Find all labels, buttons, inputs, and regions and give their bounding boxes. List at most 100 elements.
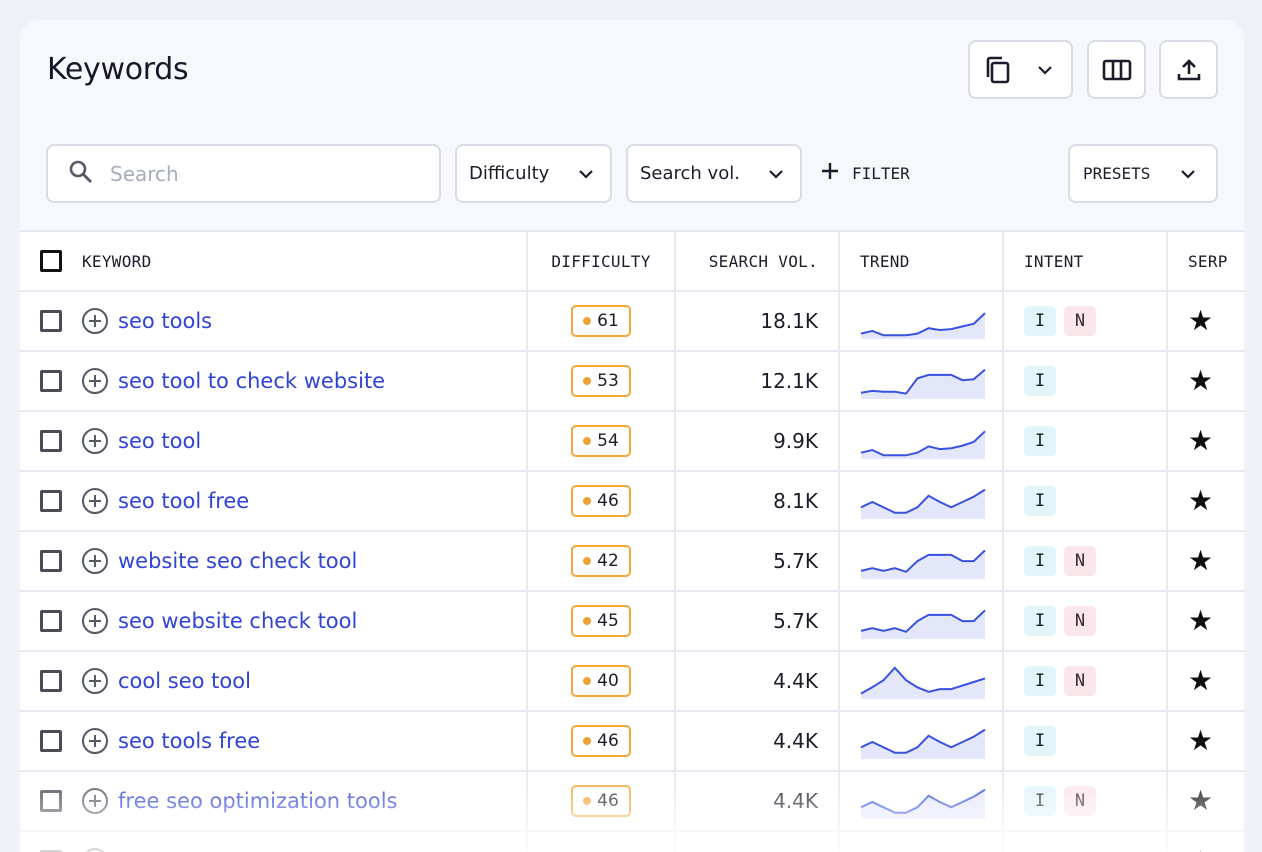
keyword-cell: free seo optimization tools <box>20 772 528 830</box>
serp-star-icon[interactable]: ★ <box>1188 604 1214 637</box>
row-checkbox[interactable] <box>40 370 62 392</box>
table-row[interactable]: seo tool 54 9.9K I ★ <box>20 410 1244 470</box>
keyword-column-header: KEYWORD <box>20 232 528 290</box>
search-input[interactable] <box>110 161 410 186</box>
table-row[interactable]: seo website check tool 45 5.7K I N ★ <box>20 590 1244 650</box>
add-keyword-icon[interactable] <box>82 668 108 694</box>
add-keyword-icon[interactable] <box>82 788 108 814</box>
copy-dropdown-button[interactable] <box>968 40 1073 99</box>
keyword-link[interactable]: website seo check tool <box>118 549 358 573</box>
table-row[interactable]: website seo check tool 42 5.7K I N ★ <box>20 530 1244 590</box>
trend-column-header[interactable]: TREND <box>840 232 1004 290</box>
intent-cell: I <box>1004 472 1168 530</box>
intent-navigational-badge: N <box>1064 666 1096 696</box>
keyword-link[interactable]: free seo optimization tools <box>118 789 398 813</box>
serp-star-icon[interactable]: ★ <box>1188 424 1214 457</box>
add-keyword-icon[interactable] <box>82 488 108 514</box>
intent-navigational-badge: N <box>1064 786 1096 816</box>
row-checkbox[interactable] <box>40 790 62 812</box>
table-row[interactable]: seo tools free 46 4.4K I ★ <box>20 710 1244 770</box>
table-row[interactable]: cool seo tool 40 4.4K I N ★ <box>20 650 1244 710</box>
intent-column-header[interactable]: INTENT <box>1004 232 1168 290</box>
difficulty-dropdown[interactable]: Difficulty <box>455 144 612 203</box>
row-checkbox[interactable] <box>40 310 62 332</box>
keyword-link[interactable]: seo tool to check website <box>118 369 386 393</box>
trend-cell <box>840 832 1004 852</box>
trend-area <box>861 729 985 759</box>
add-keyword-icon[interactable] <box>82 308 108 334</box>
trend-line <box>860 666 986 695</box>
serp-star-icon[interactable]: ★ <box>1188 724 1214 757</box>
row-checkbox[interactable] <box>40 550 62 572</box>
keyword-link[interactable]: cool seo tool <box>118 669 251 693</box>
keyword-cell: cool seo tool <box>20 652 528 710</box>
presets-label: PRESETS <box>1083 164 1151 183</box>
table-row[interactable]: seo tool to check website 53 12.1K I ★ <box>20 350 1244 410</box>
search-vol-cell: 4.4K <box>676 772 840 830</box>
serp-star-icon[interactable]: ★ <box>1188 664 1214 697</box>
table-row[interactable]: seo tools 61 18.1K I N ★ <box>20 290 1244 350</box>
select-all-checkbox[interactable] <box>40 250 62 272</box>
serp-cell: ★ <box>1168 292 1244 350</box>
trend-sparkline <box>860 728 986 759</box>
keyword-link[interactable]: seo tool free <box>118 489 250 513</box>
search-vol-value: 5.7K <box>773 609 818 633</box>
intent-cell: I <box>1004 352 1168 410</box>
keyword-cell <box>20 832 528 852</box>
serp-star-icon[interactable]: ★ <box>1188 784 1214 817</box>
add-keyword-icon[interactable] <box>82 608 108 634</box>
search-vol-cell: 5.7K <box>676 592 840 650</box>
row-checkbox[interactable] <box>40 730 62 752</box>
keyword-cell: seo tools free <box>20 712 528 770</box>
add-keyword-icon[interactable] <box>82 548 108 574</box>
trend-sparkline <box>860 549 986 579</box>
intent-header-label: INTENT <box>1024 251 1084 271</box>
table-header-row: KEYWORD DIFFICULTY SEARCH VOL. TREND INT… <box>20 230 1244 290</box>
keyword-link[interactable]: seo tools free <box>118 729 261 753</box>
trend-area <box>861 489 985 519</box>
keyword-link[interactable]: seo tools <box>118 309 213 333</box>
row-checkbox[interactable] <box>40 430 62 452</box>
serp-column-header[interactable]: SERP <box>1168 232 1244 290</box>
trend-cell <box>840 352 1004 410</box>
columns-button[interactable] <box>1087 40 1146 99</box>
add-keyword-icon[interactable] <box>82 368 108 394</box>
presets-dropdown[interactable]: PRESETS <box>1068 144 1218 203</box>
intent-informational-badge: I <box>1024 426 1056 456</box>
row-checkbox[interactable] <box>40 610 62 632</box>
difficulty-dot-icon <box>583 497 592 505</box>
row-checkbox[interactable] <box>40 670 62 692</box>
difficulty-dot-icon <box>583 617 592 625</box>
search-vol-dropdown-label: Search vol. <box>640 163 740 184</box>
export-button[interactable] <box>1159 40 1218 99</box>
add-keyword-icon[interactable] <box>82 848 108 852</box>
trend-area <box>861 550 985 579</box>
serp-star-icon[interactable]: ★ <box>1188 364 1214 397</box>
trend-sparkline <box>860 368 986 399</box>
table-row[interactable]: seo tool free 46 8.1K I ★ <box>20 470 1244 530</box>
serp-star-icon[interactable]: ★ <box>1188 484 1214 517</box>
row-checkbox[interactable] <box>40 490 62 512</box>
search-vol-cell: 9.9K <box>676 412 840 470</box>
difficulty-column-header[interactable]: DIFFICULTY <box>528 232 676 290</box>
search-vol-dropdown[interactable]: Search vol. <box>626 144 802 203</box>
chevron-down-icon <box>578 163 594 184</box>
serp-star-icon[interactable]: ★ <box>1188 304 1214 337</box>
table-row[interactable]: free seo optimization tools 46 4.4K I N ★ <box>20 770 1244 830</box>
keyword-link[interactable]: seo tool <box>118 429 202 453</box>
keyword-link[interactable]: seo website check tool <box>118 609 358 633</box>
serp-star-icon[interactable]: ★ <box>1188 847 1213 852</box>
search-vol-column-header[interactable]: SEARCH VOL. <box>676 232 840 290</box>
add-keyword-icon[interactable] <box>82 428 108 454</box>
add-keyword-icon[interactable] <box>82 728 108 754</box>
search-box[interactable] <box>46 144 441 203</box>
table-row[interactable]: ★ <box>20 830 1244 852</box>
serp-star-icon[interactable]: ★ <box>1188 544 1214 577</box>
trend-area <box>861 431 985 459</box>
intent-navigational-badge: N <box>1064 606 1096 636</box>
add-filter-button[interactable]: FILTER <box>820 158 910 188</box>
keyword-header-label[interactable]: KEYWORD <box>82 251 152 271</box>
